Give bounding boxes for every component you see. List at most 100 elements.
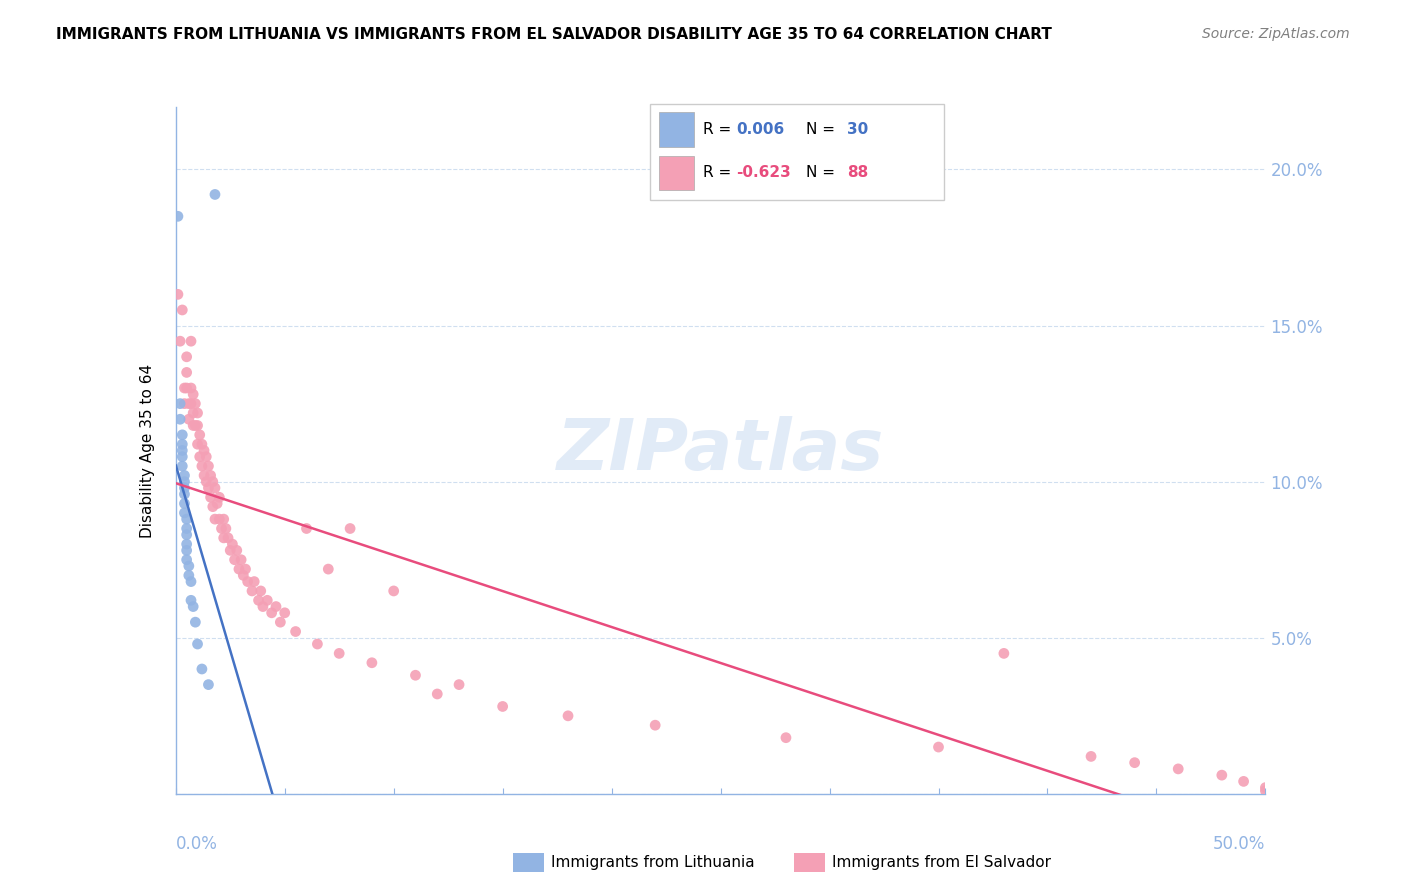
- Point: [318, 562, 340, 576]
- Point: [235, 562, 257, 576]
- Point: [426, 687, 449, 701]
- FancyBboxPatch shape: [650, 103, 943, 200]
- Point: [1167, 762, 1189, 776]
- Point: [492, 699, 515, 714]
- Point: [201, 475, 224, 489]
- Point: [176, 552, 198, 567]
- Point: [252, 599, 274, 614]
- Point: [173, 475, 195, 489]
- Text: R =: R =: [703, 122, 735, 137]
- Point: [197, 458, 219, 473]
- Point: [193, 443, 215, 458]
- Point: [180, 574, 202, 589]
- Point: [232, 568, 254, 582]
- Point: [169, 412, 191, 426]
- Point: [176, 381, 198, 395]
- Point: [200, 490, 222, 504]
- Point: [775, 731, 797, 745]
- Point: [176, 543, 198, 558]
- Point: [180, 334, 202, 348]
- Point: [211, 521, 233, 535]
- Point: [167, 287, 190, 301]
- Text: R =: R =: [703, 165, 735, 180]
- Point: [181, 599, 204, 614]
- Point: [212, 512, 235, 526]
- Point: [184, 396, 207, 410]
- Point: [167, 209, 190, 223]
- Point: [177, 412, 200, 426]
- Point: [176, 537, 198, 551]
- Point: [188, 427, 211, 442]
- Point: [295, 521, 318, 535]
- Point: [382, 583, 405, 598]
- Text: 30: 30: [846, 122, 868, 137]
- Point: [264, 599, 287, 614]
- Point: [191, 437, 214, 451]
- Point: [274, 606, 297, 620]
- Point: [173, 496, 195, 510]
- Point: [177, 396, 200, 410]
- Text: N =: N =: [806, 122, 839, 137]
- Point: [176, 350, 198, 364]
- Point: [557, 708, 579, 723]
- Point: [172, 443, 194, 458]
- Point: [307, 637, 329, 651]
- Text: ZIPatlas: ZIPatlas: [557, 416, 884, 485]
- Point: [180, 396, 202, 410]
- Point: [204, 187, 226, 202]
- Point: [249, 583, 271, 598]
- Point: [447, 678, 470, 692]
- Point: [172, 458, 194, 473]
- Point: [186, 406, 209, 420]
- Point: [180, 381, 202, 395]
- Point: [360, 656, 382, 670]
- Text: N =: N =: [806, 165, 839, 180]
- Point: [177, 568, 200, 582]
- Point: [243, 574, 266, 589]
- Point: [200, 468, 222, 483]
- Point: [173, 481, 195, 495]
- Point: [186, 437, 209, 451]
- FancyBboxPatch shape: [658, 155, 695, 190]
- Point: [204, 512, 226, 526]
- Point: [197, 678, 219, 692]
- Point: [195, 475, 218, 489]
- Point: [181, 387, 204, 401]
- Point: [1211, 768, 1233, 782]
- Point: [181, 418, 204, 433]
- Text: Immigrants from El Salvador: Immigrants from El Salvador: [832, 855, 1052, 870]
- Point: [225, 543, 247, 558]
- Point: [269, 615, 291, 630]
- Point: [184, 418, 207, 433]
- Text: -0.623: -0.623: [737, 165, 792, 180]
- Point: [247, 593, 270, 607]
- FancyBboxPatch shape: [503, 847, 554, 879]
- Point: [928, 740, 950, 755]
- Point: [201, 500, 224, 514]
- Point: [1254, 780, 1277, 795]
- Point: [193, 468, 215, 483]
- Point: [176, 521, 198, 535]
- Point: [1080, 749, 1102, 764]
- Point: [172, 302, 194, 317]
- Point: [228, 562, 250, 576]
- Point: [169, 334, 191, 348]
- FancyBboxPatch shape: [658, 112, 695, 147]
- Point: [1123, 756, 1146, 770]
- Point: [644, 718, 666, 732]
- Point: [260, 606, 283, 620]
- Point: [180, 593, 202, 607]
- Point: [339, 521, 361, 535]
- Point: [186, 637, 209, 651]
- Point: [173, 468, 195, 483]
- Point: [224, 552, 246, 567]
- Point: [240, 583, 263, 598]
- Point: [328, 646, 350, 660]
- Text: 88: 88: [846, 165, 868, 180]
- Point: [173, 487, 195, 501]
- Point: [236, 574, 259, 589]
- Point: [215, 521, 238, 535]
- Point: [204, 481, 226, 495]
- Point: [256, 593, 278, 607]
- Point: [173, 396, 195, 410]
